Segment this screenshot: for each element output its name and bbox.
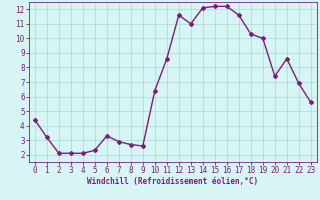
X-axis label: Windchill (Refroidissement éolien,°C): Windchill (Refroidissement éolien,°C) [87,177,258,186]
